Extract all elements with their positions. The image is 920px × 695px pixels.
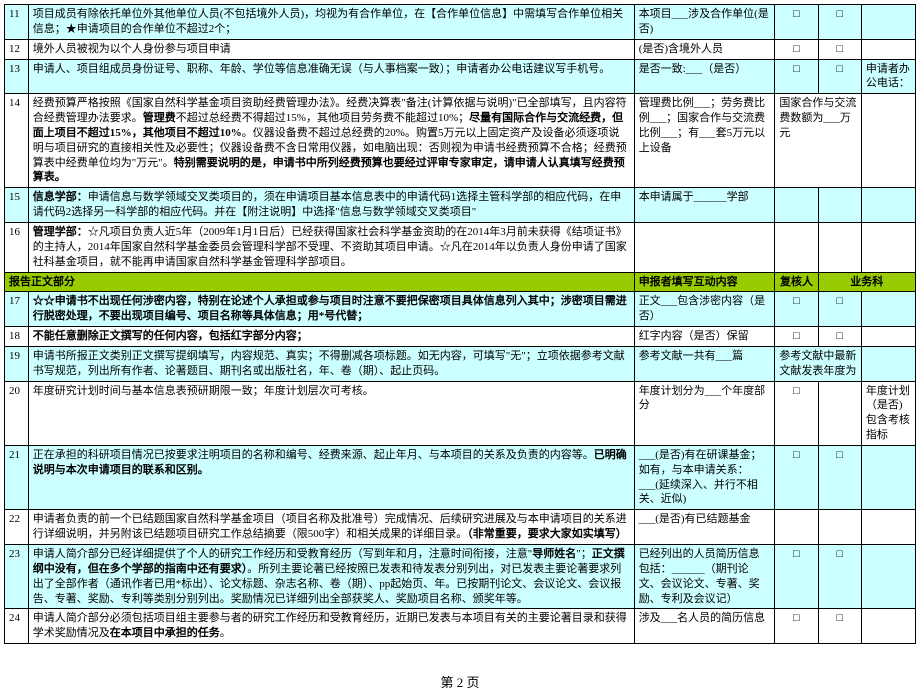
row-description: 申请人、项目组成员身份证号、职称、年龄、学位等信息准确无误（与人事档案一致）；申… — [28, 59, 634, 94]
row-check1: □ — [775, 381, 818, 445]
row-description: 境外人员被视为以个人身份参与项目申请 — [28, 39, 634, 59]
row-number: 24 — [5, 609, 29, 644]
row-description: 经费预算严格按照《国家自然科学基金项目资助经费管理办法》。经费决算表"备注(计算… — [28, 94, 634, 188]
row-description: 不能任意删除正文撰写的任何内容，包括红字部分内容； — [28, 327, 634, 347]
row-check2: □ — [818, 59, 861, 94]
row-check2: □ — [818, 609, 861, 644]
row-extra — [861, 445, 915, 509]
row-number: 22 — [5, 510, 29, 545]
row-check2: □ — [818, 39, 861, 59]
row-check-wide: 参考文献中最新文献发表年度为 — [775, 346, 862, 381]
row-description: 项目成员有除依托单位外其他单位人员(不包括境外人员)，均视为有合作单位，在【合作… — [28, 5, 634, 40]
row-check2: □ — [818, 545, 861, 609]
row-description: 正在承担的科研项目情况已按要求注明项目的名称和编号、经费来源、起止年月、与本项目… — [28, 445, 634, 509]
row-description: 申请人简介部分必须包括项目组主要参与者的研究工作经历和受教育经历，近期已发表与本… — [28, 609, 634, 644]
row-check1: □ — [775, 5, 818, 40]
row-check2 — [818, 381, 861, 445]
row-check1 — [775, 188, 818, 223]
row-check2: □ — [818, 445, 861, 509]
row-reporter-content: 本项目___涉及合作单位(是否) — [634, 5, 775, 40]
row-check1: □ — [775, 545, 818, 609]
row-number: 13 — [5, 59, 29, 94]
row-reporter-content: ___(是否)有已结题基金 — [634, 510, 775, 545]
row-number: 19 — [5, 346, 29, 381]
row-description: 信息学部：申请信息与数学领域交叉类项目的，须在申请项目基本信息表中的申请代码1选… — [28, 188, 634, 223]
section-col3: 申报者填写互动内容 — [634, 272, 775, 292]
row-extra — [861, 222, 915, 272]
row-check2 — [818, 188, 861, 223]
row-extra — [861, 545, 915, 609]
row-reporter-content: 本申请属于______学部 — [634, 188, 775, 223]
row-extra — [861, 94, 915, 188]
row-check2 — [818, 510, 861, 545]
row-check-wide: 国家合作与交流费数额为___万元 — [775, 94, 862, 188]
row-description: 申请人简介部分已经详细提供了个人的研究工作经历和受教育经历（写到年和月，注意时间… — [28, 545, 634, 609]
row-reporter-content: 参考文献一共有___篇 — [634, 346, 775, 381]
row-extra — [861, 510, 915, 545]
section-col5: 业务科 — [818, 272, 915, 292]
row-check1: □ — [775, 59, 818, 94]
row-extra — [861, 346, 915, 381]
row-description: 管理学部：☆凡项目负责人近5年（2009年1月1日后）已经获得国家社会科学基金资… — [28, 222, 634, 272]
row-reporter-content: 涉及___名人员的简历信息 — [634, 609, 775, 644]
row-description: ☆☆申请书不出现任何涉密内容，特别在论述个人承担或参与项目时注意不要把保密项目具… — [28, 292, 634, 327]
row-number: 15 — [5, 188, 29, 223]
row-reporter-content: ___(是否)有在研课基金；如有，与本申请关系：___(延续深入、并行不相关、近… — [634, 445, 775, 509]
row-number: 14 — [5, 94, 29, 188]
row-number: 17 — [5, 292, 29, 327]
row-check1: □ — [775, 292, 818, 327]
row-number: 20 — [5, 381, 29, 445]
section-cell: 报告正文部分 — [5, 272, 635, 292]
row-extra — [861, 292, 915, 327]
row-check1 — [775, 510, 818, 545]
row-description: 申请书所报正文类别正文撰写提纲填写，内容规范、真实；不得删减各项标题。如无内容，… — [28, 346, 634, 381]
row-extra: 申请者办公电话： — [861, 59, 915, 94]
row-extra — [861, 609, 915, 644]
row-check1: □ — [775, 609, 818, 644]
row-number: 21 — [5, 445, 29, 509]
row-reporter-content: 已经列出的人员简历信息包括：______（期刊论文、会议论文、专著、奖励、专利及… — [634, 545, 775, 609]
row-number: 18 — [5, 327, 29, 347]
page-footer: 第 2 页 — [4, 672, 916, 691]
row-number: 11 — [5, 5, 29, 40]
section-col4: 复核人 — [775, 272, 818, 292]
row-check2: □ — [818, 292, 861, 327]
row-check1: □ — [775, 327, 818, 347]
row-number: 23 — [5, 545, 29, 609]
row-extra — [861, 39, 915, 59]
review-table: 11项目成员有除依托单位外其他单位人员(不包括境外人员)，均视为有合作单位，在【… — [4, 4, 916, 644]
row-extra: 年度计划（是否)包含考核指标 — [861, 381, 915, 445]
row-reporter-content — [634, 222, 775, 272]
row-number: 12 — [5, 39, 29, 59]
row-reporter-content: 是否一致:___（是否） — [634, 59, 775, 94]
row-reporter-content: (是否)含境外人员 — [634, 39, 775, 59]
row-reporter-content: 红字内容（是否）保留 — [634, 327, 775, 347]
row-reporter-content: 年度计划分为___个年度部分 — [634, 381, 775, 445]
row-check1: □ — [775, 445, 818, 509]
row-reporter-content: 管理费比例___；劳务费比例___；国家合作与交流费比例___；有___套5万元… — [634, 94, 775, 188]
row-check2 — [818, 222, 861, 272]
row-check2: □ — [818, 327, 861, 347]
row-check2: □ — [818, 5, 861, 40]
row-extra — [861, 327, 915, 347]
row-extra — [861, 5, 915, 40]
row-extra — [861, 188, 915, 223]
row-description: 年度研究计划时间与基本信息表预研期限一致；年度计划层次可考核。 — [28, 381, 634, 445]
row-number: 16 — [5, 222, 29, 272]
row-reporter-content: 正文___包含涉密内容（是否） — [634, 292, 775, 327]
row-description: 申请者负责的前一个已结题国家自然科学基金项目（项目名称及批准号）完成情况、后续研… — [28, 510, 634, 545]
row-check1 — [775, 222, 818, 272]
row-check1: □ — [775, 39, 818, 59]
